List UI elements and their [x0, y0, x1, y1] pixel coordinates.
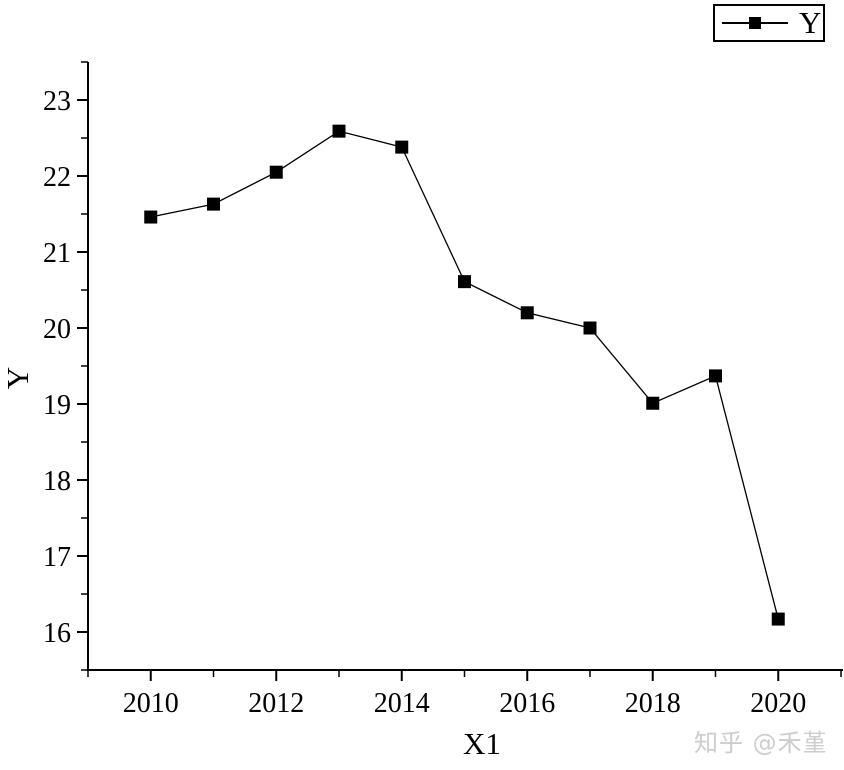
data-point-marker: [395, 140, 409, 154]
watermark-text: 知乎 @禾堇: [694, 729, 828, 757]
x-tick-label: 2020: [750, 688, 806, 719]
data-point-marker: [709, 369, 722, 383]
y-tick-label: 19: [43, 390, 71, 421]
x-tick-label: 2012: [248, 688, 304, 719]
data-point-marker: [207, 197, 220, 211]
y-tick-label: 23: [43, 86, 71, 117]
legend-series-label: Y: [799, 4, 822, 40]
y-tick-label: 16: [43, 618, 71, 649]
legend-marker-icon: [722, 17, 788, 29]
data-point-marker: [771, 612, 785, 626]
data-point-marker: [332, 124, 346, 138]
data-point-marker: [144, 210, 158, 224]
y-tick-label: 22: [43, 162, 71, 193]
data-point-marker: [583, 321, 597, 335]
y-axis-title: Y: [0, 366, 35, 390]
data-point-marker: [458, 275, 471, 289]
x-tick-label: 2016: [499, 688, 555, 719]
x-tick-label: 2018: [625, 688, 681, 719]
y-tick-label: 21: [43, 238, 71, 269]
series-line: [150, 130, 779, 620]
y-tick-label: 18: [43, 466, 71, 497]
data-point-marker: [646, 396, 660, 410]
x-tick-label: 2014: [374, 688, 430, 719]
data-point-marker: [520, 306, 534, 320]
x-tick-label: 2010: [123, 688, 179, 719]
x-axis-title: X1: [463, 726, 501, 761]
legend: Y: [713, 4, 825, 42]
y-tick-label: 17: [43, 542, 71, 573]
y-tick-label: 20: [43, 314, 71, 345]
data-point-marker: [269, 165, 283, 179]
